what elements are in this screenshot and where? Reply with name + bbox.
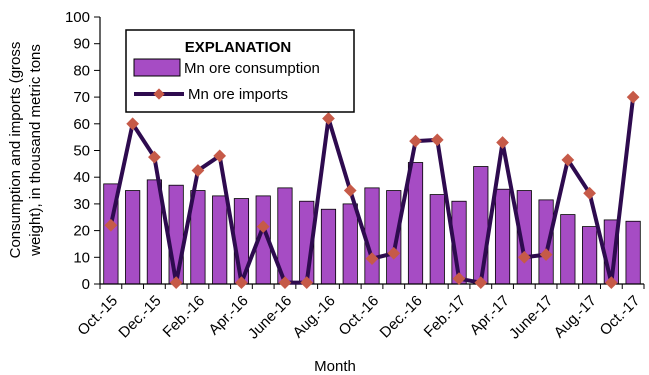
y-tick-label: 40 <box>73 169 90 186</box>
x-tick-label: Aug.-17 <box>551 292 600 341</box>
legend-label-imports: Mn ore imports <box>188 86 288 103</box>
y-tick-label: 90 <box>73 36 90 53</box>
bar-consumption <box>494 188 511 285</box>
marker-imports <box>278 276 292 290</box>
marker-imports <box>213 149 227 163</box>
marker-imports <box>300 276 314 290</box>
marker-imports <box>322 112 335 125</box>
x-axis-label: Month <box>314 358 356 375</box>
x-tick-label: Dec.-16 <box>377 292 426 341</box>
x-tick-label: Oct.-16 <box>335 292 382 339</box>
legend-label-consumption: Mn ore consumption <box>184 60 320 77</box>
marker-imports <box>169 276 183 290</box>
bar-consumption <box>407 162 424 285</box>
bar-consumption <box>582 226 598 285</box>
y-tick-label: 100 <box>65 9 90 26</box>
x-tick-label: June-17 <box>506 292 556 342</box>
marker-imports <box>343 184 357 197</box>
bar-consumption <box>320 208 337 285</box>
legend: EXPLANATION Mn ore consumption Mn ore im… <box>125 29 355 113</box>
y-tick-label: 70 <box>73 89 90 106</box>
y-tick-label: 30 <box>73 196 90 213</box>
bar-consumption <box>342 203 358 285</box>
x-tick-label: Aug.-16 <box>290 292 339 341</box>
legend-title: EXPLANATION <box>185 39 291 56</box>
bar-consumption <box>429 194 445 285</box>
x-tick-label: Feb.-16 <box>160 292 209 341</box>
y-axis: 0 10 20 30 40 50 60 70 80 90 100 <box>65 9 101 293</box>
y-tick-label: 0 <box>82 276 90 293</box>
marker-imports <box>626 90 640 104</box>
x-tick-label: Dec.-15 <box>115 292 164 341</box>
marker-imports <box>430 133 444 147</box>
marker-imports <box>191 164 205 177</box>
plot-area <box>103 162 641 285</box>
marker-imports <box>256 220 270 233</box>
marker-imports <box>365 252 379 265</box>
x-axis: Oct.-15Dec.-15Feb.-16Apr.-16June-16Aug.-… <box>74 283 645 343</box>
marker-imports <box>235 276 248 290</box>
y-tick-label: 80 <box>73 62 90 79</box>
x-tick-label: Oct.-17 <box>597 292 644 339</box>
bar-consumption <box>538 199 554 285</box>
legend-swatch-consumption <box>133 58 181 77</box>
y-axis-label-line-2: weight), in thousand metric tons <box>27 44 44 257</box>
bar-consumption <box>473 166 489 285</box>
bar-consumption <box>212 195 228 285</box>
bar-consumption <box>125 190 141 285</box>
marker-imports <box>104 218 118 232</box>
y-tick-label: 50 <box>73 143 90 160</box>
bar-consumption <box>168 184 184 285</box>
marker-imports <box>474 276 488 290</box>
x-tick-label: June-16 <box>245 292 295 342</box>
y-axis-label-line-1: Consumption and imports (gross <box>7 42 24 259</box>
marker-imports <box>496 136 509 149</box>
imports-line-series <box>104 90 640 290</box>
y-tick-label: 60 <box>73 116 90 133</box>
x-tick-label: Feb.-17 <box>421 292 470 341</box>
bar-consumption <box>625 220 641 285</box>
marker-imports <box>148 150 161 164</box>
y-tick-label: 10 <box>73 249 90 266</box>
bar-consumption <box>364 187 380 285</box>
bar-consumption <box>560 214 576 285</box>
y-tick-label: 20 <box>73 223 90 240</box>
marker-imports <box>126 117 140 131</box>
marker-imports <box>409 134 422 148</box>
marker-imports <box>452 272 466 286</box>
x-tick-label: Oct.-15 <box>74 292 121 339</box>
